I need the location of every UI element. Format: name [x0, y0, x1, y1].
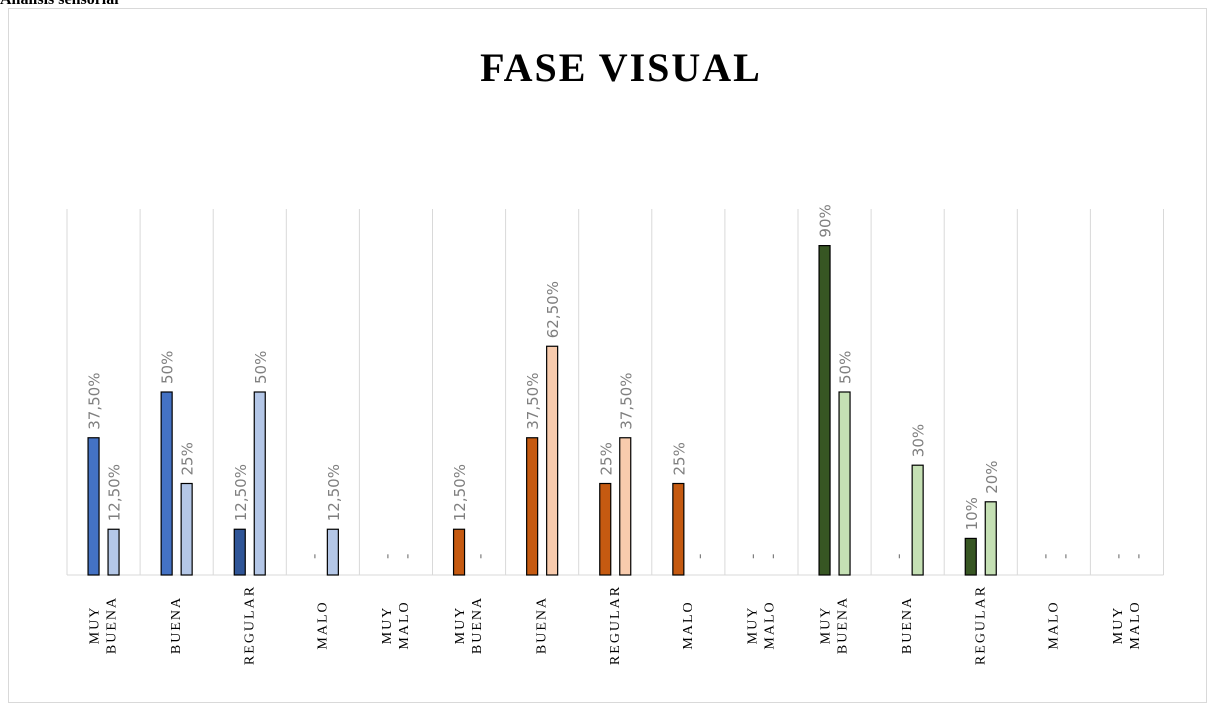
bar	[911, 464, 924, 576]
category-label: MALO	[315, 600, 330, 649]
bar	[253, 391, 266, 576]
data-label: -	[690, 554, 708, 559]
bar	[599, 482, 612, 576]
data-label: 50%	[837, 351, 855, 384]
category-label: MUY	[819, 606, 834, 645]
category-label: MALO	[1046, 600, 1061, 649]
data-label: 10%	[963, 497, 981, 530]
category-label: MALO	[762, 600, 777, 649]
category-label: BUENA	[836, 596, 851, 654]
category-label: REGULAR	[242, 585, 257, 665]
bar	[233, 528, 246, 576]
bar	[526, 437, 539, 576]
category-label: MUY	[88, 606, 103, 645]
data-label: -	[305, 554, 323, 559]
data-label: 25%	[670, 442, 688, 475]
data-label: 37,50%	[524, 373, 542, 430]
data-label: -	[1056, 554, 1074, 559]
section-heading: Análisis sensorial	[0, 0, 119, 9]
bar	[838, 391, 851, 576]
category-label: MUY	[380, 606, 395, 645]
bar	[672, 482, 685, 576]
category-label: BUENA	[105, 596, 120, 654]
bar	[160, 391, 173, 576]
category-label: BUENA	[900, 596, 915, 654]
category-labels: MUY BUENA BUENA REGULAR MALO MUY MALO MUY BUENA B…	[88, 585, 1143, 665]
data-label: 12,50%	[232, 464, 250, 521]
data-label: 30%	[910, 424, 928, 457]
data-label: -	[743, 554, 761, 559]
data-label: 20%	[983, 460, 1001, 493]
data-label: 12,50%	[451, 464, 469, 521]
bar	[87, 437, 100, 576]
data-label: -	[471, 554, 489, 559]
bar	[818, 245, 831, 576]
data-label: -	[1129, 554, 1147, 559]
data-label: -	[378, 554, 396, 559]
category-label: MUY	[453, 606, 468, 645]
bar	[107, 528, 120, 576]
category-label: REGULAR	[608, 585, 623, 665]
bar	[546, 345, 559, 576]
bar	[984, 501, 997, 576]
category-label: BUENA	[169, 596, 184, 654]
data-label: 37,50%	[617, 373, 635, 430]
category-label: REGULAR	[973, 585, 988, 665]
data-label: 12,50%	[106, 464, 124, 521]
category-label: BUENA	[535, 596, 550, 654]
bar	[326, 528, 339, 576]
bars	[87, 245, 997, 576]
bar	[619, 437, 632, 576]
data-label: 50%	[159, 351, 177, 384]
category-label: MALO	[681, 600, 696, 649]
data-label: -	[890, 554, 908, 559]
category-label: BUENA	[470, 596, 485, 654]
category-label: MUY	[1111, 606, 1126, 645]
data-label: -	[398, 554, 416, 559]
bar-chart: FASE VISUAL 37,50% 12,50% 50% 25% 12,50% 50% -…	[66, 45, 1164, 665]
data-label: -	[763, 554, 781, 559]
data-label: 90%	[817, 204, 835, 237]
data-label: 25%	[179, 442, 197, 475]
chart-title: FASE VISUAL	[480, 45, 762, 90]
bar	[180, 482, 193, 576]
data-label: 62,50%	[544, 281, 562, 338]
data-labels: 37,50%12,50%50%25%12,50%50%-12,50%- -12,5…	[86, 204, 1147, 559]
grid-lines	[66, 209, 1164, 576]
bar	[964, 537, 977, 576]
chart-frame: FASE VISUAL 37,50% 12,50% 50% 25% 12,50% 50% -…	[8, 8, 1207, 703]
data-label: 25%	[597, 442, 615, 475]
category-label: MALO	[397, 600, 412, 649]
data-label: 37,50%	[86, 373, 104, 430]
data-label: -	[1036, 554, 1054, 559]
category-label: MALO	[1128, 600, 1143, 649]
bar	[452, 528, 466, 576]
category-label: MUY	[745, 606, 760, 645]
data-label: 50%	[252, 351, 270, 384]
data-label: 12,50%	[325, 464, 343, 521]
data-label: -	[1109, 554, 1127, 559]
